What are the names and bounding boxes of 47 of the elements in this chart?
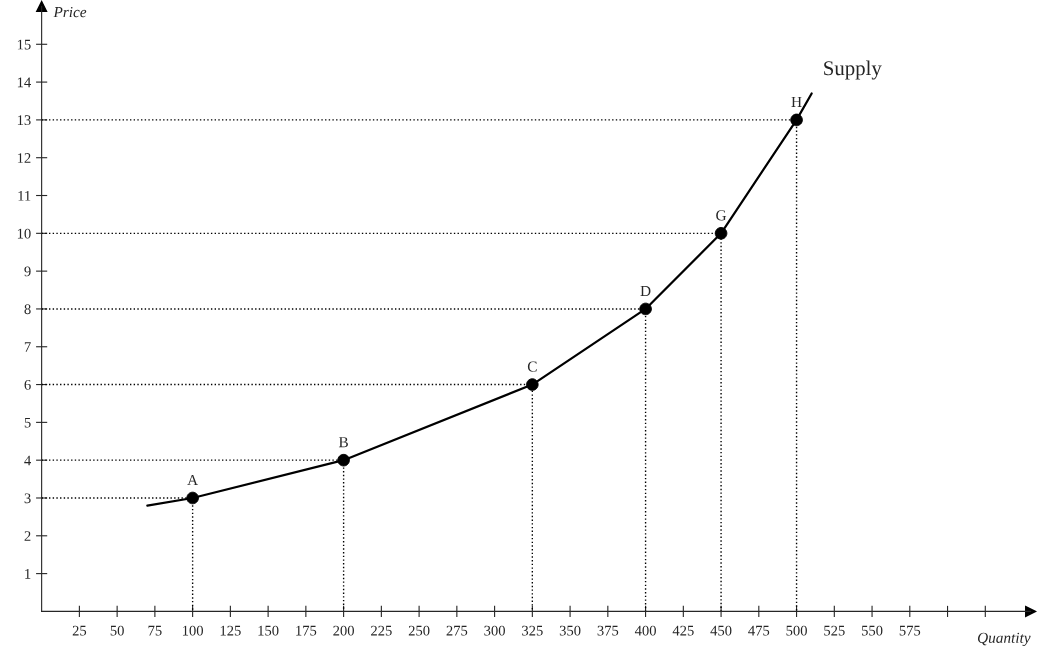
annotation: C xyxy=(527,361,537,372)
x-tick-label: 300 xyxy=(484,625,505,636)
y-tick-label: 3 xyxy=(24,493,31,504)
x-tick-label: 75 xyxy=(148,625,162,636)
x-tick-label: 550 xyxy=(861,625,883,636)
x-tick-label: 125 xyxy=(220,625,241,636)
x-tick-label: 200 xyxy=(333,625,354,636)
y-tick-label: 15 xyxy=(17,39,31,50)
x-tick-label: 400 xyxy=(634,625,656,636)
y-tick-label: 4 xyxy=(24,455,31,466)
y-tick-label: 8 xyxy=(24,304,31,315)
annotation: B xyxy=(338,437,348,448)
x-tick-label: 350 xyxy=(559,625,581,636)
y-tick-label: 7 xyxy=(24,342,31,352)
x-tick-label: 150 xyxy=(258,625,279,636)
y-tick-label: 13 xyxy=(17,115,31,126)
annotation: G xyxy=(716,210,727,221)
x-tick-label: 525 xyxy=(824,625,845,636)
y-tick-label: 14 xyxy=(17,77,31,88)
x-tick-label: 500 xyxy=(786,625,807,636)
x-tick-label: 250 xyxy=(408,625,430,636)
x-tick-label: 575 xyxy=(899,625,921,636)
annotation: Supply xyxy=(824,60,882,80)
annotation: H xyxy=(791,96,802,107)
x-tick-label: 175 xyxy=(296,625,317,636)
y-tick-label: 5 xyxy=(24,417,31,428)
x-tick-label: 100 xyxy=(182,625,204,636)
annotation: A xyxy=(187,474,199,486)
x-axis-title: Quantity xyxy=(977,632,1031,647)
x-tick-label: 50 xyxy=(110,625,124,636)
y-tick-label: 1 xyxy=(25,569,31,579)
x-tick-label: 275 xyxy=(446,625,468,636)
annotation: D xyxy=(640,285,651,296)
x-tick-label: 325 xyxy=(522,625,543,636)
x-tick-label: 450 xyxy=(710,625,732,636)
x-tick-label: 425 xyxy=(672,625,694,636)
y-axis-title: Price xyxy=(53,6,87,18)
y-tick-label: 11 xyxy=(18,190,31,201)
x-tick-label: 25 xyxy=(72,625,87,636)
x-tick-label: 475 xyxy=(748,625,770,636)
y-tick-label: 2 xyxy=(24,531,31,541)
y-tick-label: 9 xyxy=(24,266,31,277)
y-tick-label: 12 xyxy=(17,153,31,163)
y-tick-label: 10 xyxy=(17,228,31,239)
x-tick-label: 375 xyxy=(597,625,619,636)
y-tick-label: 6 xyxy=(24,379,31,390)
x-tick-label: 225 xyxy=(371,625,392,636)
